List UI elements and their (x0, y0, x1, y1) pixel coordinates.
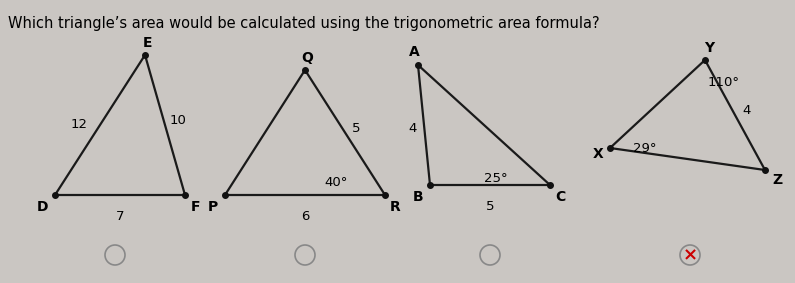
Text: 110°: 110° (708, 76, 740, 89)
Text: ×: × (682, 246, 697, 264)
Text: A: A (409, 45, 420, 59)
Text: 5: 5 (352, 121, 360, 134)
Text: Z: Z (772, 173, 782, 187)
Text: 5: 5 (486, 200, 494, 213)
Text: R: R (390, 200, 401, 214)
Text: 4: 4 (742, 104, 750, 117)
Text: F: F (190, 200, 200, 214)
Text: 10: 10 (170, 113, 187, 127)
Text: 29°: 29° (633, 142, 657, 155)
Text: Q: Q (301, 51, 313, 65)
Text: C: C (555, 190, 565, 204)
Text: X: X (592, 147, 603, 161)
Text: 40°: 40° (324, 177, 348, 190)
Text: 4: 4 (409, 121, 417, 134)
Text: 6: 6 (301, 210, 309, 223)
Text: E: E (142, 36, 152, 50)
Text: 25°: 25° (484, 171, 508, 185)
Text: D: D (37, 200, 48, 214)
Text: Y: Y (704, 41, 714, 55)
Text: P: P (207, 200, 218, 214)
Text: B: B (413, 190, 423, 204)
Text: 12: 12 (71, 119, 88, 132)
Text: 7: 7 (116, 210, 124, 223)
Text: Which triangle’s area would be calculated using the trigonometric area formula?: Which triangle’s area would be calculate… (8, 16, 599, 31)
